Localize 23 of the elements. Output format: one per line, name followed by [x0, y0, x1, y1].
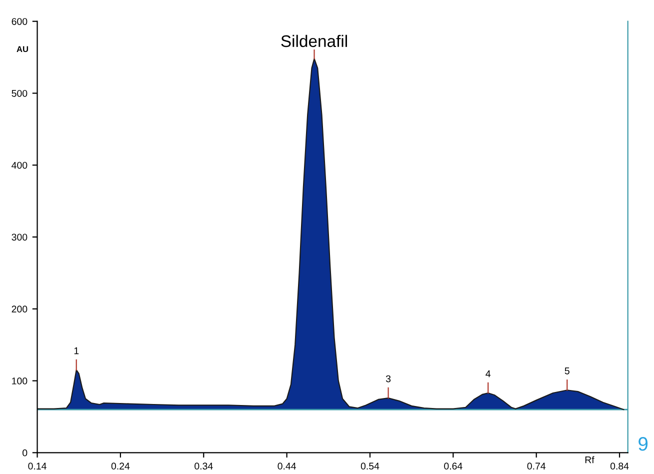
- y-tick-label: 200: [12, 306, 28, 313]
- x-tick-label: 0.64: [444, 462, 462, 470]
- x-tick-label: 0.34: [194, 462, 213, 470]
- annotation: 4: [486, 370, 491, 378]
- y-tick-label: 600: [12, 18, 28, 25]
- text: 9: [638, 437, 648, 451]
- annotation: 1: [74, 347, 79, 354]
- x-tick-label: 0.44: [278, 462, 296, 470]
- annotation: 3: [386, 375, 391, 382]
- x-tick-label: 0.54: [360, 462, 380, 470]
- y-tick-label: 400: [12, 162, 28, 169]
- x-axis-title: Rf: [585, 456, 594, 464]
- y-tick-label: 500: [12, 90, 28, 97]
- y-tick-label: 0: [22, 449, 28, 456]
- x-tick-label: 0.84: [610, 462, 629, 470]
- annotation: Sildenafil: [281, 34, 347, 48]
- y-axis-title: AU: [16, 46, 28, 52]
- x-tick-label: 0.14: [28, 462, 46, 470]
- x-tick-label: 0.74: [527, 462, 546, 470]
- annotation: 5: [564, 368, 570, 374]
- y-tick-label: 300: [12, 234, 28, 241]
- x-tick-label: 0.24: [111, 462, 130, 470]
- y-tick-label: 100: [12, 378, 28, 384]
